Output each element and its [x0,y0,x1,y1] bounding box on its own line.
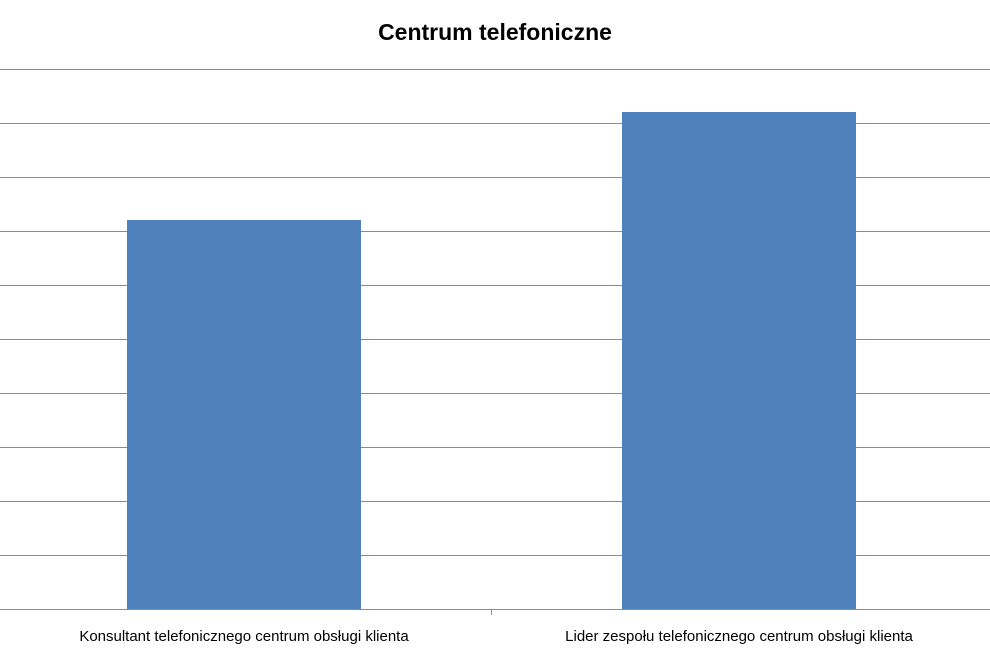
bar [622,112,856,609]
x-axis [0,609,990,615]
category-label: Konsultant telefonicznego centrum obsług… [79,628,409,645]
bar [127,220,361,609]
category-label: Lider zespołu telefonicznego centrum obs… [565,628,913,645]
category-labels: Konsultant telefonicznego centrum obsług… [79,628,913,645]
bars [127,112,856,609]
chart-title: Centrum telefoniczne [378,19,612,45]
